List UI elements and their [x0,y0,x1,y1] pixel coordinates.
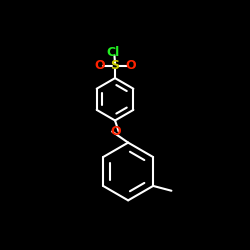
Text: O: O [94,60,105,72]
Text: Cl: Cl [107,46,120,60]
Text: O: O [110,125,121,138]
Text: S: S [110,60,120,72]
Text: O: O [125,60,136,72]
